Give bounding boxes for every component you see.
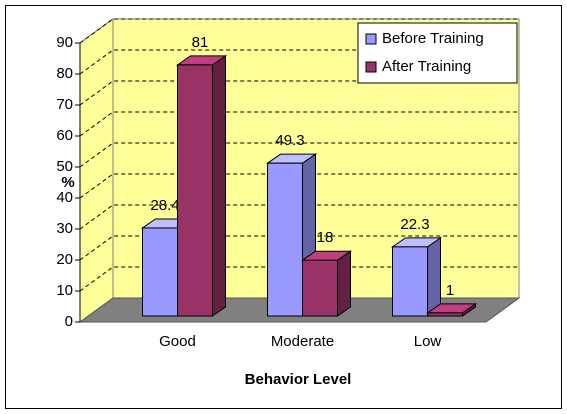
- bar-side: [337, 250, 351, 317]
- y-tick-label: 40: [56, 189, 73, 206]
- grid-line: [79, 204, 519, 230]
- x-tick-label: Low: [414, 333, 442, 350]
- y-tick-label: 0: [65, 313, 73, 330]
- legend-swatch: [365, 33, 377, 45]
- legend-label: After Training: [382, 58, 471, 75]
- y-tick-label: 30: [56, 220, 73, 237]
- bar-side: [212, 54, 226, 317]
- data-label: 49.3: [275, 132, 304, 149]
- data-label: 18: [317, 229, 334, 246]
- y-tick-label: 70: [56, 96, 73, 113]
- bar: [142, 227, 178, 317]
- grid-line: [79, 173, 519, 199]
- bar: [302, 259, 338, 317]
- grid-line: [79, 111, 519, 137]
- y-tick-label: 20: [56, 251, 73, 268]
- data-label: 22.3: [400, 216, 429, 233]
- bar-side: [427, 236, 441, 317]
- y-axis-title: %: [61, 174, 74, 191]
- bar: [177, 64, 213, 317]
- legend: [357, 22, 518, 84]
- x-tick-label: Moderate: [271, 333, 334, 350]
- y-tick-label: 80: [56, 65, 73, 82]
- y-tick-label: 90: [56, 34, 73, 51]
- grid-line: [79, 235, 519, 261]
- data-label: 81: [192, 34, 209, 51]
- x-axis-title: Behavior Level: [245, 371, 352, 388]
- y-tick-label: 60: [56, 127, 73, 144]
- data-label: 28.4: [150, 197, 179, 214]
- grid-line: [79, 18, 519, 44]
- grid-line: [79, 142, 519, 168]
- grid-line: [79, 266, 519, 292]
- x-tick-label: Good: [159, 333, 196, 350]
- bar: [267, 162, 303, 317]
- y-tick-label: 50: [56, 158, 73, 175]
- y-tick-label: 10: [56, 282, 73, 299]
- data-label: 1: [446, 282, 454, 299]
- legend-swatch: [365, 61, 377, 73]
- bar: [392, 246, 428, 317]
- side-wall: [79, 18, 114, 323]
- legend-label: Before Training: [382, 30, 484, 47]
- bar: [427, 312, 463, 317]
